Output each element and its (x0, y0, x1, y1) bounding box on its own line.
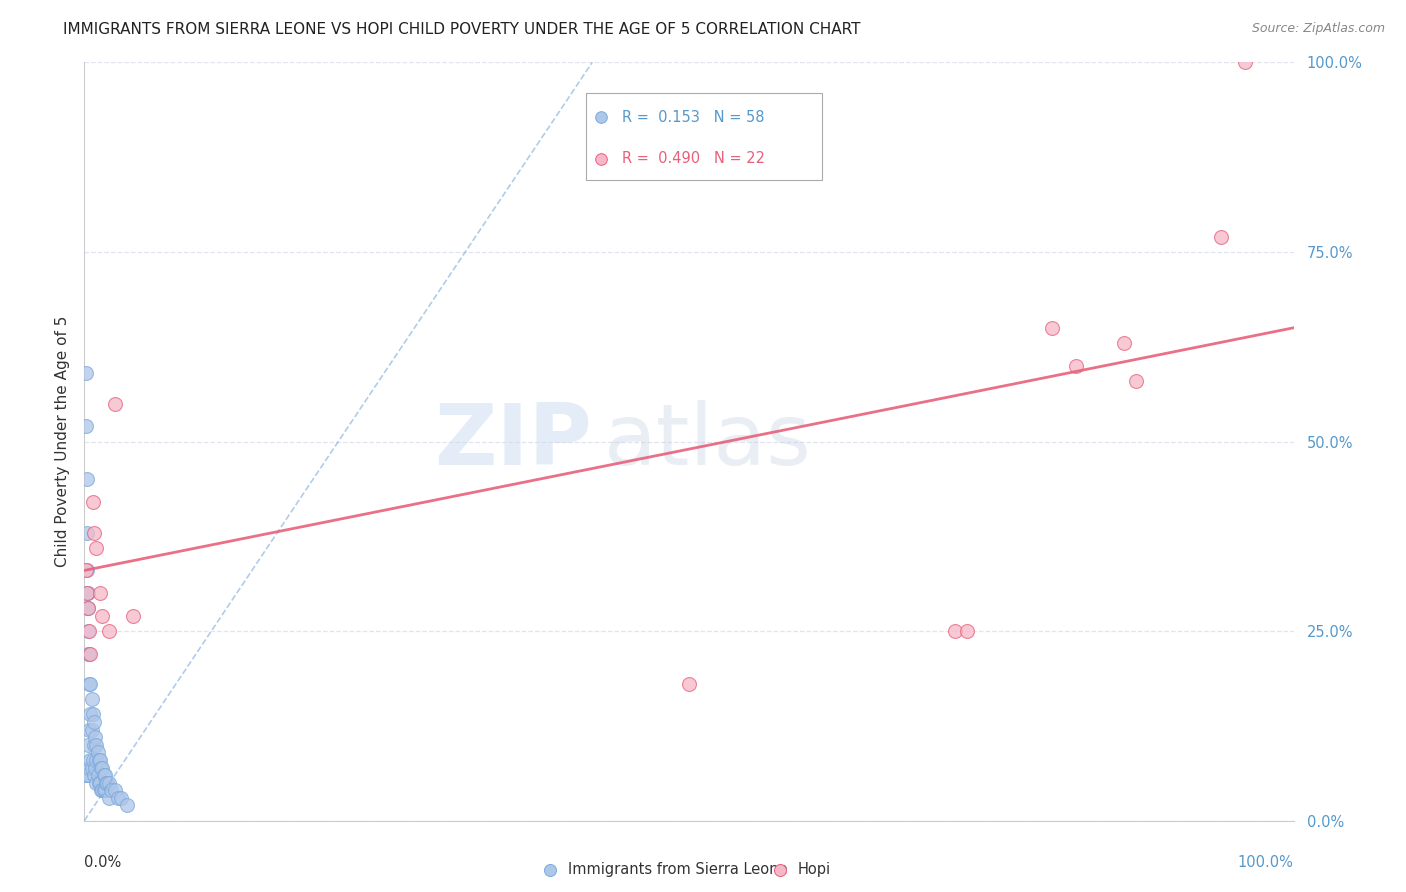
Point (83, 525, 105, 540)
Point (93, 783, 115, 797)
Point (76, 564, 98, 578)
Point (79, 707, 101, 722)
Point (77, 768, 100, 782)
Point (82, 495, 104, 509)
Point (76, 768, 98, 782)
Text: 0.0%: 0.0% (84, 855, 121, 870)
Point (107, 791, 129, 805)
Point (104, 783, 127, 797)
Point (77, 624, 100, 639)
Point (80, 692, 103, 706)
Point (91, 760, 114, 774)
Point (77, 647, 100, 661)
Point (91, 608, 114, 623)
Text: atlas: atlas (605, 400, 813, 483)
Point (79, 677, 101, 691)
Point (94, 768, 117, 782)
Point (93, 768, 115, 782)
Point (678, 677, 700, 691)
Point (76, 525, 98, 540)
Point (77, 586, 100, 600)
Point (77, 601, 100, 615)
Point (77, 760, 100, 774)
Point (86, 746, 108, 760)
Point (94, 783, 117, 797)
Point (91, 783, 114, 797)
Point (83, 715, 105, 730)
Point (97, 791, 120, 805)
Point (97, 624, 120, 639)
Y-axis label: Child Poverty Under the Age of 5: Child Poverty Under the Age of 5 (55, 316, 70, 567)
Point (100, 783, 122, 797)
Text: R =  0.153   N = 58: R = 0.153 N = 58 (623, 110, 765, 125)
Point (82, 753, 104, 767)
Point (1234, 55, 1257, 70)
Text: IMMIGRANTS FROM SIERRA LEONE VS HOPI CHILD POVERTY UNDER THE AGE OF 5 CORRELATIO: IMMIGRANTS FROM SIERRA LEONE VS HOPI CHI… (63, 22, 860, 37)
Point (87, 753, 110, 767)
Point (77, 624, 100, 639)
Point (84, 730, 107, 744)
Point (86, 541, 108, 555)
Point (1125, 374, 1147, 388)
FancyBboxPatch shape (586, 93, 823, 180)
Point (943, 624, 966, 639)
Point (1064, 359, 1087, 373)
Point (86, 776, 108, 790)
Point (80, 723, 103, 737)
Point (956, 624, 979, 639)
Point (75, 366, 97, 380)
Point (77, 738, 100, 752)
Point (87, 776, 110, 790)
Point (79, 753, 101, 767)
Point (83, 768, 105, 782)
Point (76, 601, 98, 615)
Point (110, 791, 132, 805)
Point (97, 776, 120, 790)
Point (76, 586, 98, 600)
Point (80, 760, 103, 774)
Point (82, 707, 104, 722)
Point (121, 608, 143, 623)
Text: R =  0.490   N = 22: R = 0.490 N = 22 (623, 152, 765, 166)
Point (96, 776, 118, 790)
Point (76, 473, 98, 487)
Point (94, 776, 117, 790)
Point (77, 647, 100, 661)
Point (89, 753, 111, 767)
Point (89, 776, 111, 790)
Point (89, 586, 111, 600)
Point (538, 863, 561, 877)
Point (84, 760, 107, 774)
Point (1040, 320, 1063, 334)
Text: 100.0%: 100.0% (1237, 855, 1294, 870)
Point (76, 586, 98, 600)
Text: ZIP: ZIP (434, 400, 592, 483)
Point (75, 768, 97, 782)
Point (77, 677, 100, 691)
Point (104, 396, 127, 410)
Text: Immigrants from Sierra Leone: Immigrants from Sierra Leone (568, 863, 787, 878)
Text: Source: ZipAtlas.com: Source: ZipAtlas.com (1251, 22, 1385, 36)
Text: Hopi: Hopi (797, 863, 831, 878)
Point (79, 647, 101, 661)
Point (75, 419, 97, 434)
Point (1114, 335, 1136, 350)
Point (90, 783, 112, 797)
Point (75, 564, 97, 578)
Point (77, 601, 100, 615)
Point (77, 723, 100, 737)
Point (86, 753, 108, 767)
Point (589, 152, 612, 166)
Point (769, 863, 792, 877)
Point (86, 738, 108, 752)
Point (86, 768, 108, 782)
Point (589, 110, 612, 124)
Point (83, 738, 105, 752)
Point (115, 798, 138, 813)
Point (1209, 229, 1232, 244)
Point (90, 760, 112, 774)
